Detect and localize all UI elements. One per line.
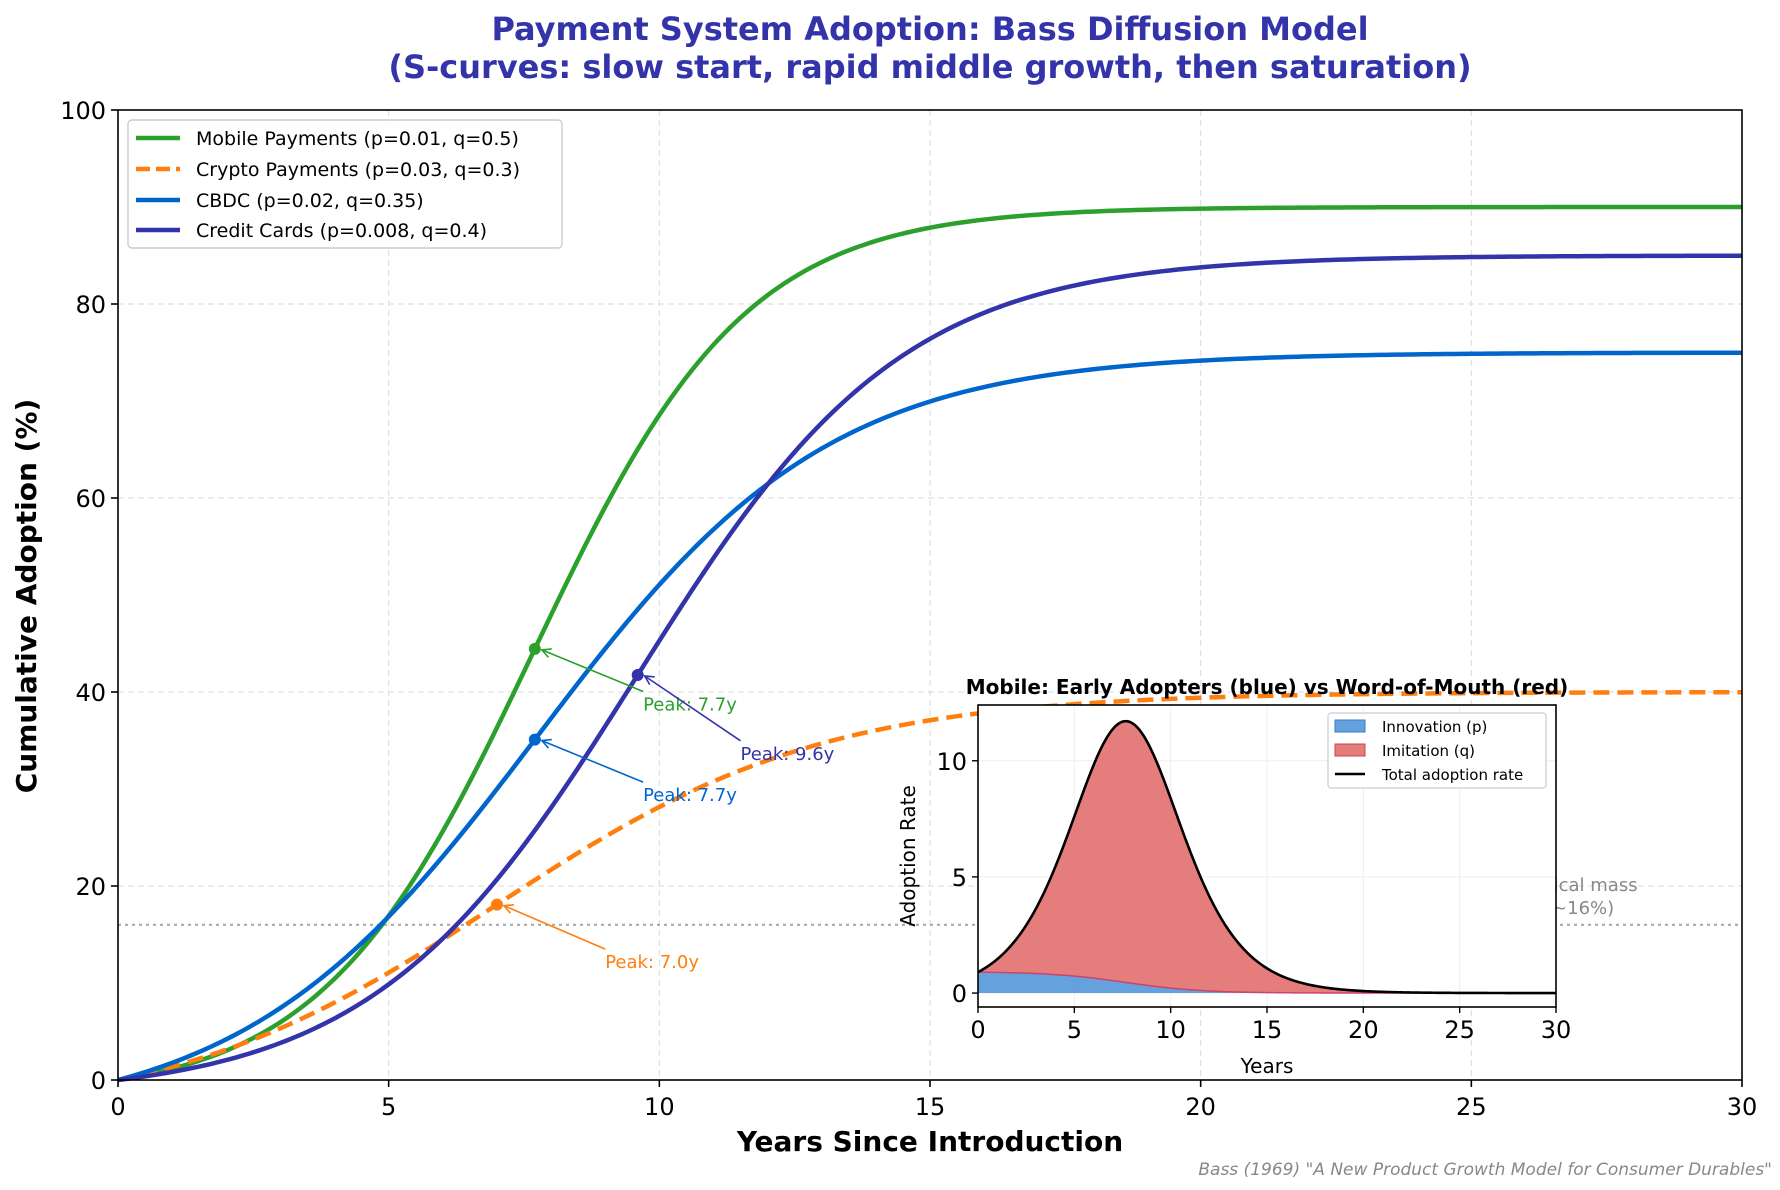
- inset-x-tick-label: 10: [1155, 1016, 1186, 1044]
- inset-y-tick-label: 10: [936, 748, 967, 776]
- legend-label-mobile: Mobile Payments (p=0.01, q=0.5): [196, 128, 519, 150]
- x-tick-label: 0: [110, 1093, 125, 1121]
- inset-legend-swatch-imitation: [1334, 743, 1366, 757]
- inset-x-tick-label: 15: [1252, 1016, 1283, 1044]
- x-axis-label: Years Since Introduction: [736, 1125, 1123, 1158]
- peak-marker-mobile: [528, 642, 541, 655]
- peak-label-crypto: Peak: 7.0y: [605, 952, 699, 973]
- peak-arrowhead-cbdc: [540, 738, 552, 749]
- inset-x-tick-label: 0: [970, 1016, 985, 1044]
- inset-legend-box: [1327, 712, 1547, 789]
- inset-title: Mobile: Early Adopters (blue) vs Word-of…: [966, 675, 1569, 699]
- series-line-crypto: [117, 689, 1743, 1083]
- inset-legend: Innovation (p) Imitation (q) Total adopt…: [1327, 712, 1547, 789]
- legend-box: [127, 119, 563, 249]
- critical-mass-label-line2: (~16%): [1545, 898, 1614, 919]
- legend-label-cbdc: CBDC (p=0.02, q=0.35): [196, 190, 424, 212]
- inset-x-tick-label: 25: [1444, 1016, 1475, 1044]
- inset-areas: [977, 719, 1556, 995]
- series-line-cbdc: [117, 350, 1743, 1083]
- inset-axis-ticks: 0 5 10 15 20 25 30 0 5 10: [936, 748, 1571, 1044]
- x-tick-label: 25: [1456, 1093, 1487, 1121]
- peak-marker-cbdc: [528, 733, 541, 746]
- inset-legend-label-total: Total adoption rate: [1381, 766, 1523, 784]
- peak-label-cbdc: Peak: 7.7y: [643, 785, 737, 806]
- peak-arrowhead-credit: [643, 675, 655, 686]
- x-tick-label: 5: [381, 1093, 396, 1121]
- peak-arrow-cbdc: [541, 739, 644, 783]
- inset-legend-label-innovation: Innovation (p): [1382, 718, 1487, 736]
- peak-marker-crypto: [490, 898, 503, 911]
- chart-title-line2: (S-curves: slow start, rapid middle grow…: [388, 48, 1471, 86]
- inset-x-label: Years: [1240, 1054, 1294, 1078]
- peak-arrow-credit: [644, 675, 741, 742]
- y-axis-label: Cumulative Adoption (%): [10, 399, 43, 794]
- chart-title-line1: Payment System Adoption: Bass Diffusion …: [491, 10, 1368, 48]
- y-tick-label: 20: [75, 873, 106, 901]
- inset-x-tick-label: 5: [1067, 1016, 1082, 1044]
- y-tick-label: 0: [91, 1067, 106, 1095]
- x-tick-label: 20: [1185, 1093, 1216, 1121]
- citation: Bass (1969) "A New Product Growth Model …: [1198, 1160, 1772, 1180]
- inset-legend-label-imitation: Imitation (q): [1382, 742, 1475, 760]
- legend-label-crypto: Crypto Payments (p=0.03, q=0.3): [196, 159, 520, 181]
- inset-area-innovation: [978, 972, 1556, 994]
- y-tick-label: 100: [60, 97, 106, 125]
- x-tick-label: 15: [915, 1093, 946, 1121]
- peak-label-mobile: Peak: 7.7y: [643, 694, 737, 715]
- x-tick-label: 10: [644, 1093, 675, 1121]
- inset-y-tick-label: 0: [952, 980, 967, 1008]
- legend-label-credit: Credit Cards (p=0.008, q=0.4): [196, 220, 487, 242]
- y-tick-label: 80: [75, 291, 106, 319]
- peak-arrowhead-crypto: [502, 903, 514, 914]
- inset-total-line: [977, 719, 1556, 995]
- inset-x-tick-label: 20: [1348, 1016, 1379, 1044]
- inset-area-imitation: [978, 721, 1556, 994]
- inset-y-label: Adoption Rate: [896, 785, 920, 926]
- peak-arrowhead-mobile: [540, 648, 552, 658]
- peak-label-credit: Peak: 9.6y: [741, 744, 835, 765]
- y-tick-label: 60: [75, 485, 106, 513]
- inset-x-tick-label: 30: [1541, 1016, 1572, 1044]
- y-tick-label: 40: [75, 679, 106, 707]
- peak-arrow-crypto: [503, 904, 606, 950]
- inset-legend-swatch-innovation: [1334, 719, 1366, 733]
- x-tick-label: 30: [1727, 1093, 1758, 1121]
- main-series-group: [117, 204, 1743, 1083]
- main-legend: Mobile Payments (p=0.01, q=0.5) Crypto P…: [127, 119, 563, 249]
- peak-marker-credit: [631, 668, 644, 681]
- series-line-credit: [117, 253, 1743, 1083]
- inset-y-tick-label: 5: [952, 864, 967, 892]
- peak-arrow-mobile: [541, 649, 644, 693]
